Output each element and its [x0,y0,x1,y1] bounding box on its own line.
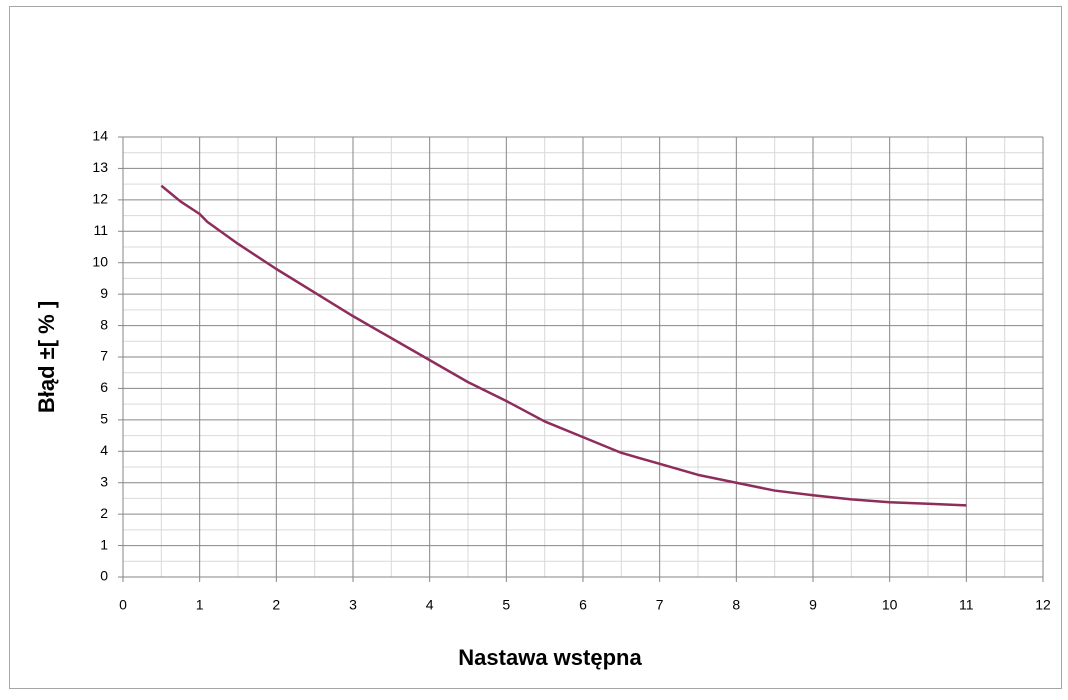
x-tick-label: 1 [196,597,204,613]
x-tick-label: 6 [579,597,587,613]
x-tick-label: 12 [1035,597,1051,613]
y-tick-label: 0 [100,568,108,584]
x-tick-label: 3 [349,597,357,613]
plot [160,184,967,507]
y-tick-label: 6 [100,379,108,395]
data-line [160,184,967,507]
y-tick-label: 14 [92,128,108,144]
y-tick-label: 2 [100,505,108,521]
y-tick-label: 7 [100,348,108,364]
y-axis-title: Błąd ±[ % ] [34,301,59,413]
y-tick-label: 13 [92,159,108,175]
x-axis-title: Nastawa wstępna [458,645,642,670]
y-tick-label: 5 [100,411,108,427]
x-tick-label: 9 [809,597,817,613]
x-tick-label: 10 [882,597,898,613]
y-tick-label: 3 [100,473,108,489]
y-tick-label: 1 [100,536,108,552]
y-tick-label: 4 [100,442,108,458]
x-tick-label: 4 [426,597,434,613]
chart-border [9,6,1062,689]
y-tick-label: 12 [92,191,108,207]
grid [118,136,1044,582]
x-tick-label: 5 [502,597,510,613]
x-tick-label: 7 [656,597,664,613]
y-tick-label: 8 [100,316,108,332]
x-tick-label: 8 [732,597,740,613]
x-tick-label: 0 [119,597,127,613]
x-tick-label: 2 [272,597,280,613]
y-tick-label: 11 [93,222,108,238]
y-tick-label: 9 [100,285,108,301]
x-tick-label: 11 [959,597,974,613]
y-tick-label: 10 [92,253,108,269]
